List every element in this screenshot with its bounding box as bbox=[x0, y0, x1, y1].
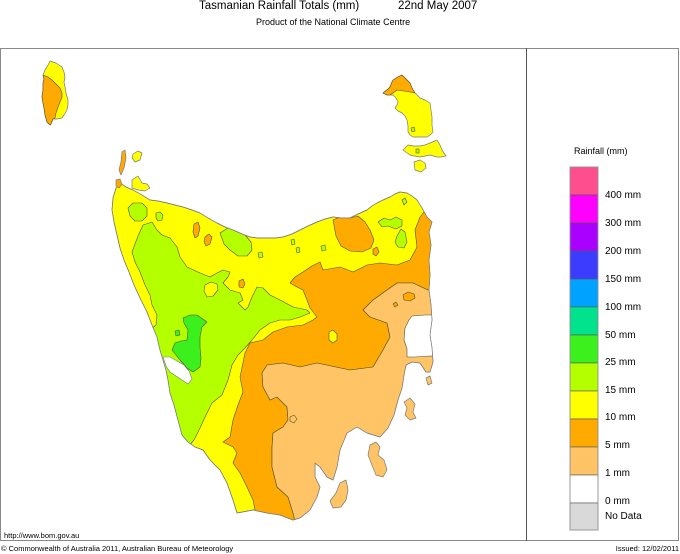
legend-box bbox=[569, 334, 599, 364]
cape-barren-lime-dot bbox=[415, 148, 420, 154]
region-orange-blob bbox=[203, 233, 213, 247]
bruny-island bbox=[329, 479, 349, 509]
macquarie-harbour bbox=[162, 356, 193, 385]
region-orange-blob bbox=[238, 278, 246, 289]
flinders-orange-group bbox=[382, 74, 416, 96]
region-lime-ne bbox=[394, 228, 408, 249]
layer-se-islands bbox=[329, 375, 433, 509]
region-orange-blob bbox=[372, 246, 380, 257]
legend-label: 1 mm bbox=[605, 468, 630, 479]
region-lime-dot bbox=[155, 211, 164, 222]
legend-box bbox=[569, 278, 599, 308]
region-lime-dot bbox=[290, 238, 296, 246]
layer-yellow-in-orange bbox=[328, 329, 338, 344]
legend-box bbox=[569, 418, 599, 448]
region-light-orange-blob bbox=[289, 414, 298, 424]
legend-box bbox=[569, 362, 599, 392]
region-green-dot bbox=[174, 329, 181, 337]
legend-box bbox=[569, 446, 599, 476]
legend-label: 0 mm bbox=[605, 496, 630, 507]
legend-title: Rainfall (mm) bbox=[574, 146, 628, 156]
tasman-peninsula bbox=[367, 441, 388, 478]
legend-box bbox=[569, 166, 599, 196]
legend-label: 50 mm bbox=[605, 330, 636, 341]
region-green-west bbox=[171, 314, 208, 373]
region-lime-nw bbox=[127, 202, 148, 222]
region-orange-blob bbox=[192, 221, 201, 239]
region-yellow-in-orange bbox=[328, 329, 338, 344]
region-lime-dot bbox=[295, 246, 301, 254]
issued-date: Issued: 12/02/2011 bbox=[615, 544, 679, 553]
legend-box-no-data bbox=[569, 502, 599, 531]
legend-label: 100 mm bbox=[605, 302, 642, 313]
legend-color-bar bbox=[569, 166, 599, 531]
clarke-island bbox=[413, 159, 427, 173]
legend-label: 400 mm bbox=[605, 190, 642, 201]
legend-label-no-data: No Data bbox=[605, 511, 642, 522]
cape-barren-island bbox=[402, 139, 447, 158]
nw-islets-orange bbox=[115, 149, 127, 189]
layer-zero bbox=[403, 314, 433, 358]
furneaux-lime-group bbox=[410, 126, 420, 154]
schouten-island bbox=[425, 375, 433, 386]
nw-islets-yellow bbox=[131, 150, 151, 192]
layer-orange-in-light bbox=[392, 291, 416, 308]
copyright-notice: © Commonwealth of Australia 2011, Austra… bbox=[1, 544, 234, 553]
map-frame bbox=[0, 48, 679, 541]
region-lime-ne bbox=[377, 216, 403, 230]
region-zero-east bbox=[403, 314, 433, 358]
legend-box bbox=[569, 390, 599, 420]
legend-label: 25 mm bbox=[605, 357, 636, 368]
king-island-orange-group bbox=[41, 74, 63, 126]
map-date: 22nd May 2007 bbox=[398, 0, 478, 12]
legend-bar-outline bbox=[569, 166, 599, 531]
nw-islet bbox=[131, 150, 143, 163]
legend-label: 10 mm bbox=[605, 412, 636, 423]
flinders-orange-zone bbox=[382, 74, 416, 96]
legend-box bbox=[569, 250, 599, 280]
source-url[interactable]: http://www.bom.gov.au bbox=[4, 531, 80, 540]
map-subtitle: Product of the National Climate Centre bbox=[256, 17, 411, 27]
region-lime-dot bbox=[257, 251, 264, 259]
legend-label: 150 mm bbox=[605, 274, 642, 285]
region-yellow-in-lime bbox=[203, 281, 219, 298]
layer-green bbox=[171, 314, 208, 373]
nw-islet bbox=[118, 149, 127, 176]
maria-island bbox=[403, 397, 417, 421]
rainfall-map bbox=[41, 60, 447, 521]
legend-divider bbox=[526, 48, 527, 541]
nw-islet bbox=[115, 178, 123, 189]
king-island-orange-zone bbox=[41, 74, 63, 126]
tasmania-coastline bbox=[111, 182, 434, 521]
legend-box bbox=[569, 306, 599, 336]
legend-box bbox=[569, 222, 599, 252]
legend-box bbox=[569, 474, 599, 504]
layer-yellow-islands bbox=[203, 281, 219, 298]
region-orange-blob bbox=[392, 301, 399, 308]
legend-label: 15 mm bbox=[605, 385, 636, 396]
region-lime-ne bbox=[401, 197, 408, 206]
map-title: Tasmanian Rainfall Totals (mm) bbox=[199, 0, 360, 12]
region-orange-blob bbox=[402, 291, 416, 302]
flinders-lime-dot bbox=[410, 126, 416, 133]
region-lime-dot bbox=[320, 244, 327, 252]
legend-label: 200 mm bbox=[605, 246, 642, 257]
legend-label: 300 mm bbox=[605, 218, 642, 229]
legend-box bbox=[569, 194, 599, 224]
robbins-island bbox=[131, 175, 151, 192]
legend-label: 5 mm bbox=[605, 440, 630, 451]
